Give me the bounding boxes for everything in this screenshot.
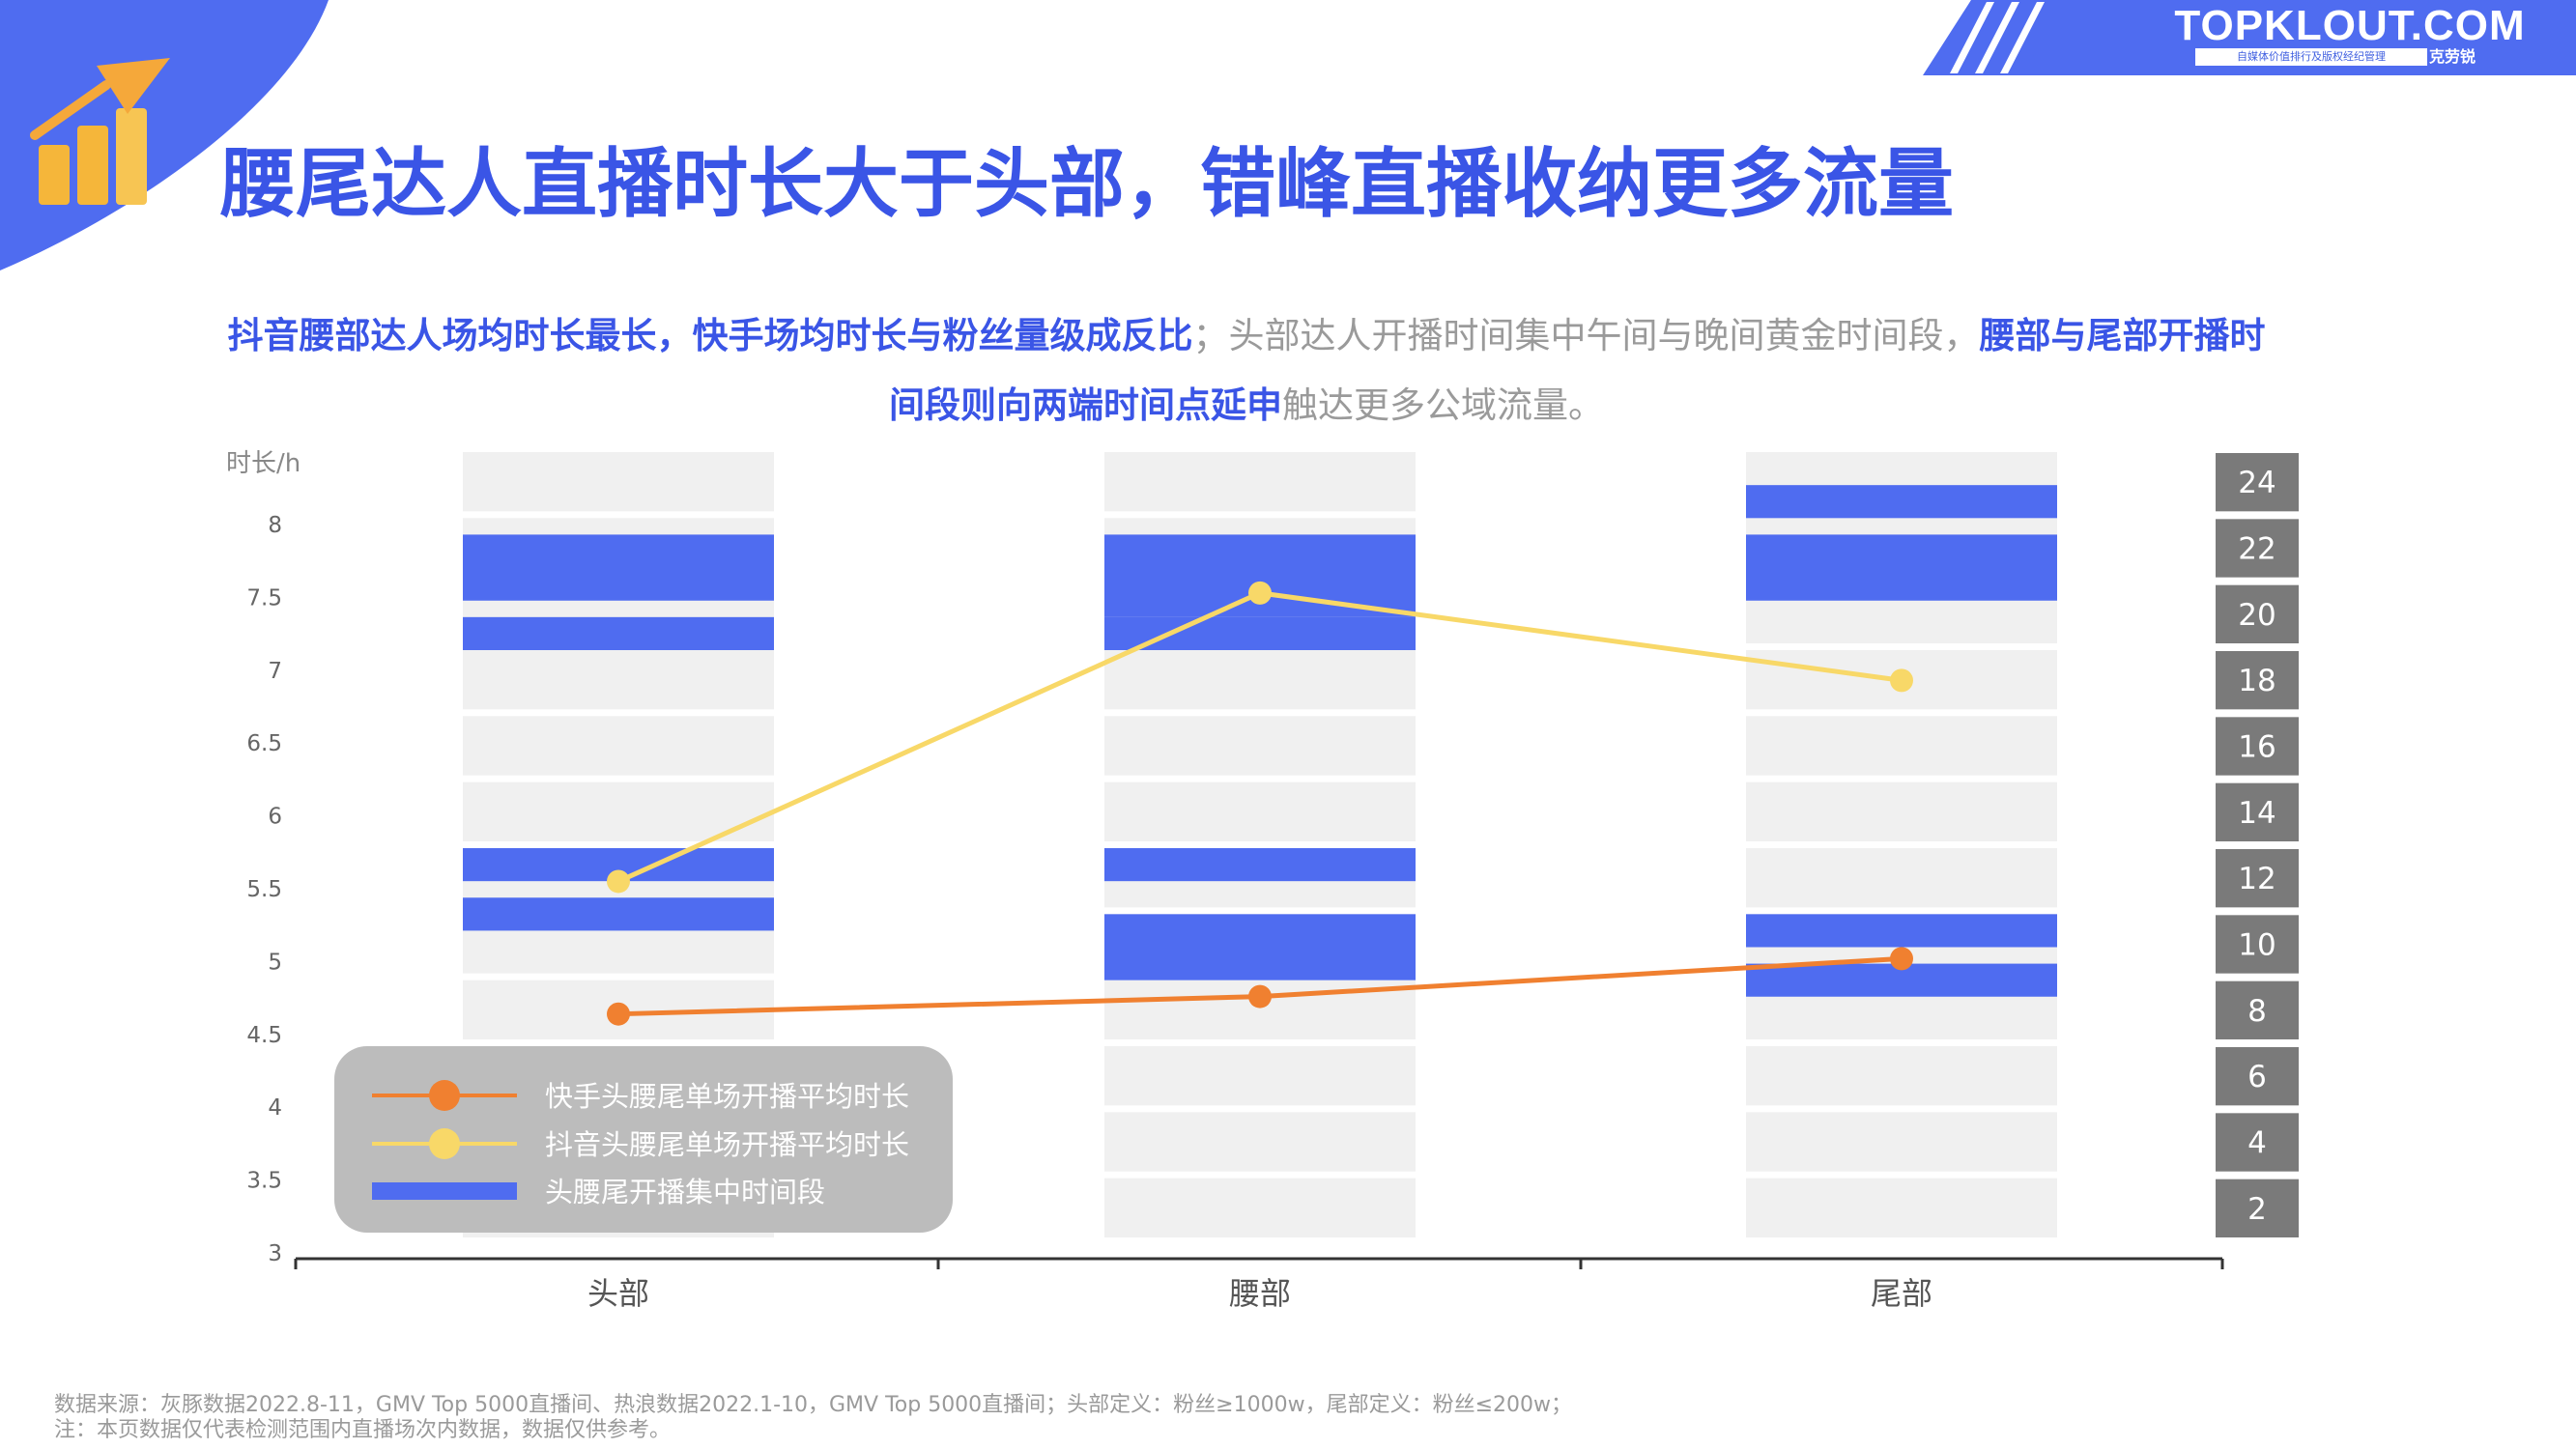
hour-label: 18 <box>2238 664 2275 698</box>
time-slot-bg <box>463 716 774 776</box>
legend-marker <box>429 1080 460 1111</box>
y-tick-label: 6 <box>268 805 282 830</box>
hour-label: 20 <box>2238 598 2275 633</box>
y-tick-label: 3.5 <box>246 1169 282 1194</box>
kuaishou-point <box>1248 984 1272 1009</box>
topklout-logo: TOPKLOUT.COM <box>2174 2 2526 49</box>
hour-label: 4 <box>2247 1126 2267 1161</box>
douyin-point <box>607 869 630 894</box>
time-slot-bg <box>463 781 774 841</box>
hour-label: 8 <box>2247 994 2267 1029</box>
time-slot-bg <box>1746 716 2057 776</box>
hour-label: 6 <box>2247 1060 2267 1094</box>
hour-label: 10 <box>2238 928 2275 963</box>
time-slot-bg <box>463 650 774 710</box>
time-band <box>463 534 774 601</box>
header-decoration <box>0 0 2576 270</box>
hour-label: 12 <box>2238 862 2275 896</box>
hour-box <box>2216 1113 2299 1172</box>
x-tick-label: 腰部 <box>1229 1275 1291 1312</box>
legend-label: 头腰尾开播集中时间段 <box>545 1176 825 1208</box>
y-tick-label: 8 <box>268 513 282 538</box>
hour-box <box>2216 849 2299 908</box>
time-slot-bg <box>1104 452 1416 512</box>
time-slot-bg <box>1104 1178 1416 1237</box>
y-tick-label: 7.5 <box>246 585 282 611</box>
subtitle-highlight-1: 抖音腰部达人场均时长最长，快手场均时长与粉丝量级成反比 <box>227 315 1193 356</box>
time-band <box>463 616 774 650</box>
hour-label: 24 <box>2238 466 2275 500</box>
time-band <box>1746 914 2057 948</box>
y-tick-label: 4 <box>268 1095 282 1121</box>
subtitle-highlight-2: 腰部与尾部开播时间段则向两端时间点延申 <box>889 315 2266 426</box>
hour-box <box>2216 651 2299 710</box>
hour-label: 16 <box>2238 730 2275 765</box>
hour-label: 2 <box>2247 1192 2267 1227</box>
time-slot-bg <box>1746 1046 2057 1106</box>
hour-box <box>2216 915 2299 974</box>
hour-box <box>2216 1179 2299 1237</box>
brand-name: 克劳锐指数研究院 <box>1582 22 1876 65</box>
douyin-point <box>1248 581 1272 605</box>
time-band <box>1104 848 1416 882</box>
time-band <box>1104 914 1416 980</box>
time-slot-bg <box>1104 716 1416 776</box>
hour-label: 22 <box>2238 532 2275 567</box>
footnote-source: 数据来源：灰豚数据2022.8-11，GMV Top 5000直播间、热浪数据2… <box>54 1393 1573 1417</box>
hour-box <box>2216 980 2299 1039</box>
kuaishou-point <box>1890 947 1913 971</box>
hour-box <box>2216 453 2299 512</box>
footnote-note: 注：本页数据仅代表检测范围内直播场次内数据，数据仅供参考。 <box>54 1418 672 1442</box>
time-slot-bg <box>1104 1112 1416 1172</box>
y-tick-label: 3 <box>268 1241 282 1266</box>
time-slot-bg <box>1746 1112 2057 1172</box>
y-tick-label: 6.5 <box>246 731 282 756</box>
time-slot-bg <box>1746 848 2057 908</box>
hour-box <box>2216 519 2299 578</box>
x-tick-label: 头部 <box>587 1275 649 1312</box>
time-slot-bg <box>1104 781 1416 841</box>
time-band <box>463 897 774 931</box>
time-slot-bg <box>1746 781 2057 841</box>
page-title: 腰尾达人直播时长大于头部，错峰直播收纳更多流量 <box>220 141 1955 228</box>
y-tick-label: 5.5 <box>246 877 282 902</box>
time-band <box>1746 485 2057 519</box>
legend-marker <box>429 1128 460 1159</box>
bar-growth-icon <box>30 58 170 205</box>
douyin-point <box>1890 668 1913 693</box>
x-tick-label: 尾部 <box>1871 1275 1932 1312</box>
logo-tagline: 自媒体价值排行及版权经纪管理 <box>2195 48 2427 66</box>
legend-label: 快手头腰尾单场开播平均时长 <box>545 1080 909 1113</box>
legend-swatch <box>372 1182 517 1200</box>
time-band <box>1104 534 1416 617</box>
time-slot-bg <box>463 452 774 512</box>
y-tick-label: 7 <box>268 659 282 684</box>
time-slot-bg <box>1104 650 1416 710</box>
time-band <box>1104 616 1416 650</box>
time-band <box>1746 534 2057 601</box>
page-subtitle: 抖音腰部达人场均时长最长，快手场均时长与粉丝量级成反比；头部达人开播时间集中午间… <box>213 301 2280 440</box>
subtitle-text-1: ；头部达人开播时间集中午间与晚间黄金时间段， <box>1192 315 1980 356</box>
y-tick-label: 4.5 <box>246 1023 282 1048</box>
hour-box <box>2216 782 2299 841</box>
logo-mark: 克劳锐 <box>2429 47 2476 66</box>
time-slot-bg <box>1746 1178 2057 1237</box>
kuaishou-point <box>607 1002 630 1026</box>
hour-box <box>2216 717 2299 776</box>
hour-box <box>2216 1047 2299 1106</box>
time-slot-bg <box>1104 1046 1416 1106</box>
y-axis-label: 时长/h <box>226 449 301 478</box>
legend-label: 抖音头腰尾单场开播平均时长 <box>545 1128 909 1161</box>
y-tick-label: 5 <box>268 950 282 975</box>
subtitle-text-2: 触达更多公域流量。 <box>1282 384 1604 426</box>
hour-box <box>2216 584 2299 643</box>
hour-label: 14 <box>2238 796 2275 831</box>
